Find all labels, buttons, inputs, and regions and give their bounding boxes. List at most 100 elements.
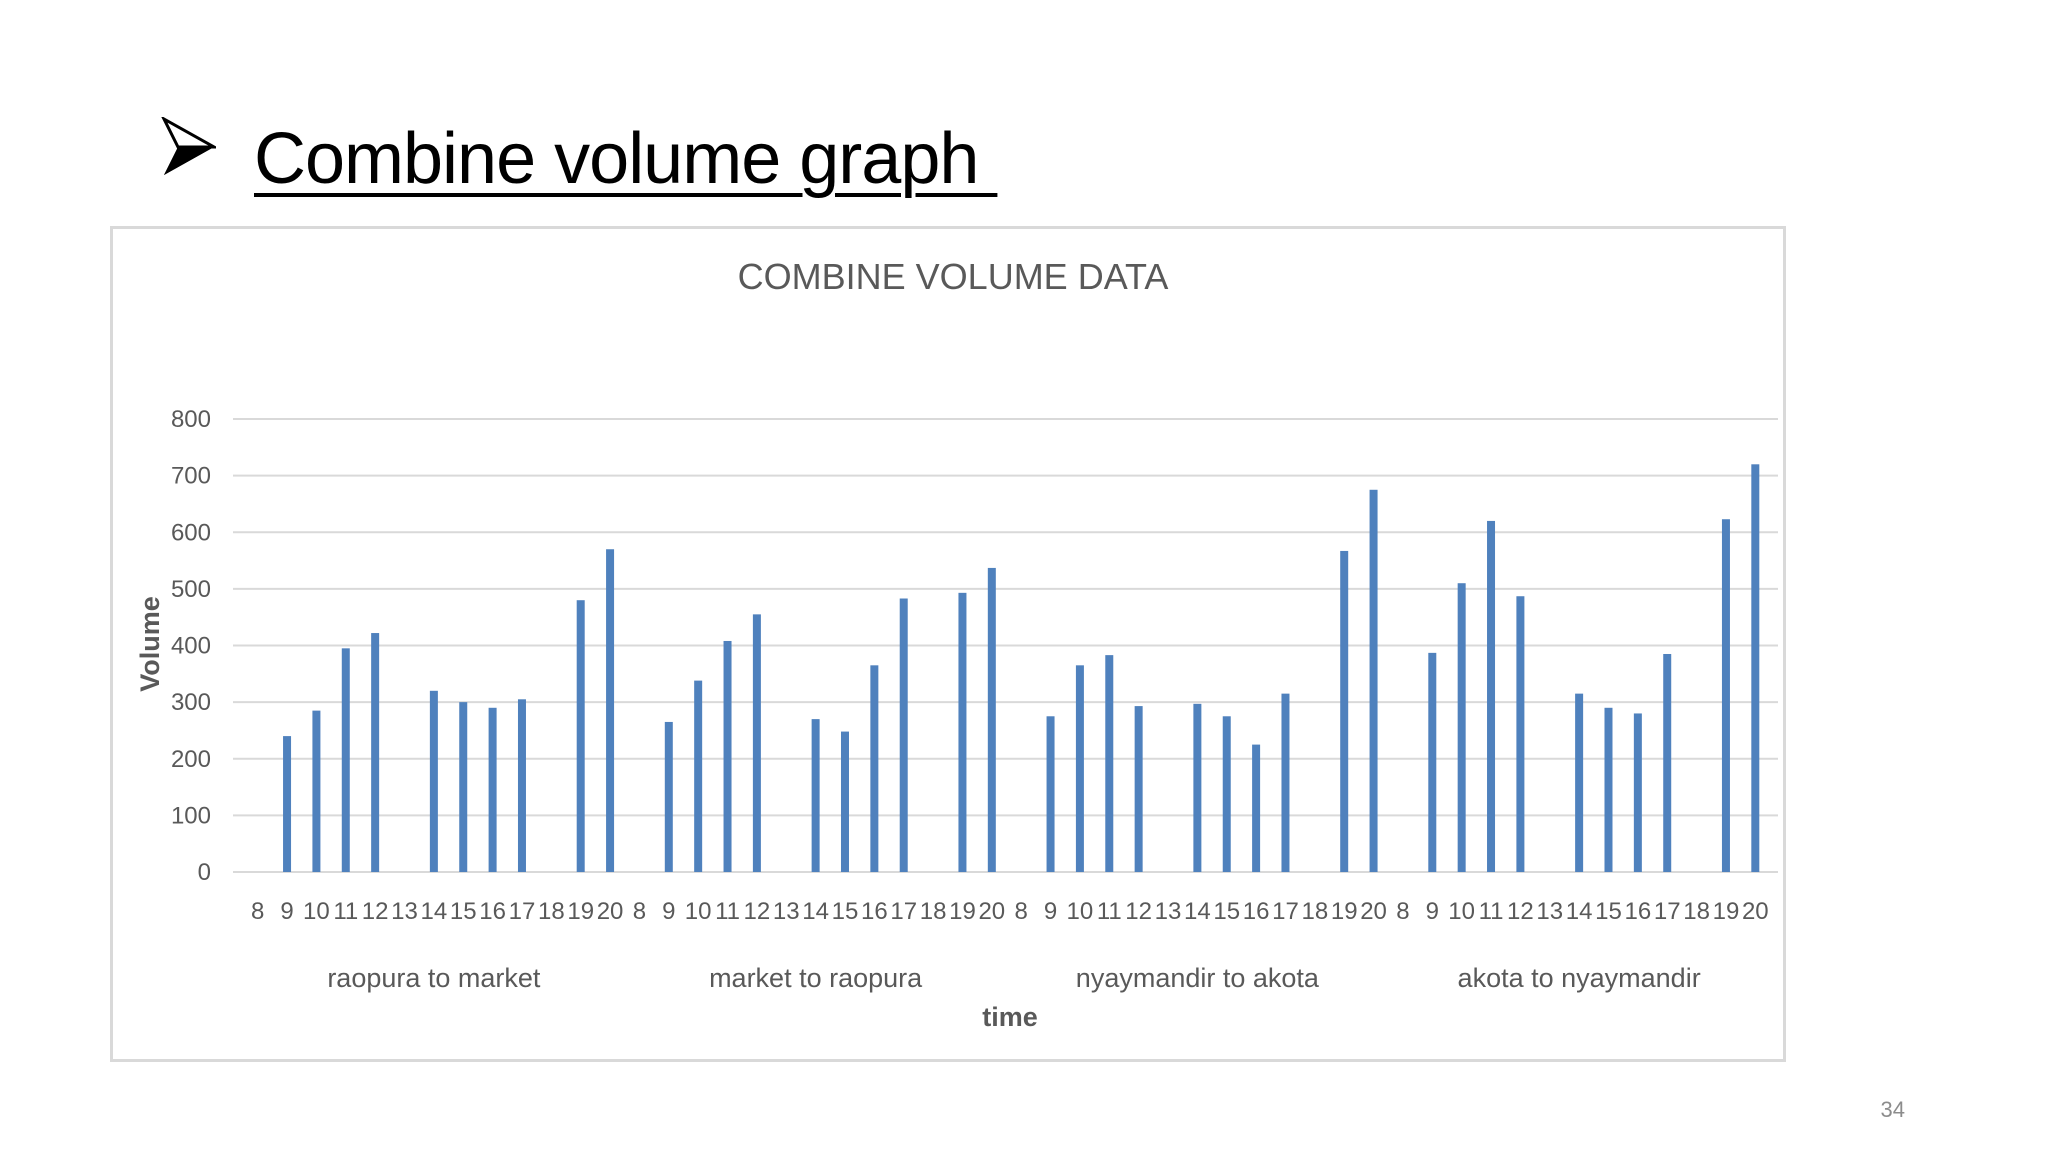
y-tick-label: 700 bbox=[171, 463, 211, 490]
x-tick-label: 11 bbox=[715, 898, 740, 925]
bar bbox=[1487, 520, 1496, 872]
x-tick-label: 16 bbox=[861, 898, 888, 925]
bar bbox=[811, 719, 820, 872]
bar bbox=[1428, 652, 1437, 872]
x-tick-label: 13 bbox=[773, 898, 800, 925]
x-tick-label: 9 bbox=[280, 898, 293, 925]
x-axis-title: time bbox=[982, 1002, 1038, 1032]
bar bbox=[1134, 706, 1143, 872]
bar bbox=[1721, 519, 1730, 872]
x-tick-label: 15 bbox=[832, 898, 859, 925]
bar bbox=[371, 633, 380, 872]
bar bbox=[312, 710, 321, 872]
bar bbox=[1457, 583, 1466, 872]
x-tick-label: 8 bbox=[633, 898, 646, 925]
y-axis-title: Volume bbox=[135, 596, 165, 692]
x-tick-label: 18 bbox=[1301, 898, 1328, 925]
x-tick-label: 20 bbox=[597, 898, 624, 925]
slide-title: Combine volume graph bbox=[254, 119, 998, 199]
bar-chart: COMBINE VOLUME DATA Volume time 0 100 200 3… bbox=[135, 256, 1778, 1032]
bar bbox=[1633, 713, 1642, 872]
y-tick-label: 100 bbox=[171, 802, 211, 829]
bar bbox=[694, 680, 703, 872]
x-tick-label: 10 bbox=[303, 898, 330, 925]
x-tick-label: 17 bbox=[1654, 898, 1681, 925]
bar bbox=[1369, 489, 1378, 872]
x-tick-label: 13 bbox=[391, 898, 418, 925]
bar bbox=[1281, 693, 1290, 872]
bar bbox=[1105, 655, 1114, 872]
bar bbox=[1222, 716, 1231, 872]
y-tick-label: 300 bbox=[171, 689, 211, 716]
bar bbox=[1046, 716, 1055, 872]
x-tick-label: 19 bbox=[1331, 898, 1358, 925]
bar bbox=[1604, 707, 1613, 872]
bar bbox=[1252, 744, 1261, 872]
x-tick-label: 18 bbox=[1683, 898, 1710, 925]
x-tick-label: 18 bbox=[920, 898, 947, 925]
bar bbox=[987, 567, 996, 872]
bar bbox=[606, 549, 615, 872]
x-tick-label: 14 bbox=[421, 898, 448, 925]
x-tick-label: 10 bbox=[1067, 898, 1094, 925]
bar bbox=[1075, 665, 1084, 872]
x-tick-label: 13 bbox=[1155, 898, 1182, 925]
y-tick-label: 500 bbox=[171, 576, 211, 603]
x-tick-label: 10 bbox=[1448, 898, 1475, 925]
bar bbox=[283, 736, 292, 872]
x-tick-label: 12 bbox=[744, 898, 771, 925]
group-label: raopura to market bbox=[327, 963, 541, 993]
x-tick-label: 8 bbox=[251, 898, 264, 925]
x-tick-label: 19 bbox=[1713, 898, 1740, 925]
bar bbox=[576, 600, 585, 872]
arrowhead-bullet-icon bbox=[161, 117, 216, 175]
y-tick-label: 200 bbox=[171, 746, 211, 773]
bar bbox=[429, 690, 438, 872]
bar bbox=[664, 721, 673, 872]
x-tick-label: 14 bbox=[1184, 898, 1211, 925]
bar bbox=[870, 665, 879, 872]
x-tick-label: 13 bbox=[1536, 898, 1563, 925]
x-tick-label: 11 bbox=[333, 898, 358, 925]
x-tick-label: 16 bbox=[479, 898, 506, 925]
x-tick-label: 17 bbox=[890, 898, 917, 925]
bar bbox=[1516, 596, 1525, 872]
bar bbox=[1751, 464, 1760, 872]
x-tick-label: 12 bbox=[362, 898, 389, 925]
bar bbox=[488, 707, 497, 872]
chart-frame: COMBINE VOLUME DATA Volume time 0 100 200 3… bbox=[110, 226, 1786, 1062]
x-tick-label: 20 bbox=[1742, 898, 1769, 925]
x-tick-label: 20 bbox=[1360, 898, 1387, 925]
x-tick-label: 19 bbox=[567, 898, 594, 925]
group-label: nyaymandir to akota bbox=[1076, 963, 1320, 993]
y-tick-label: 400 bbox=[171, 633, 211, 660]
bar bbox=[899, 598, 908, 872]
x-tick-label: 15 bbox=[1595, 898, 1622, 925]
group-labels: raopura to market market to raopura nyayma… bbox=[327, 963, 1700, 993]
x-tick-label: 8 bbox=[1015, 898, 1028, 925]
x-tick-label: 10 bbox=[685, 898, 712, 925]
bar bbox=[517, 699, 526, 872]
bar bbox=[459, 702, 468, 872]
x-tick-labels: 8 9 10 11 12 13 14 15 16 17 18 19 20 8 9 10 11 12 13 14 15 16… bbox=[251, 898, 1769, 925]
x-tick-label: 17 bbox=[509, 898, 536, 925]
group-label: akota to nyaymandir bbox=[1458, 963, 1701, 993]
x-tick-label: 11 bbox=[1097, 898, 1122, 925]
y-tick-labels: 0 100 200 300 400 500 600 700 800 bbox=[171, 406, 211, 886]
x-tick-label: 19 bbox=[949, 898, 976, 925]
x-tick-label: 12 bbox=[1507, 898, 1534, 925]
x-tick-label: 20 bbox=[978, 898, 1005, 925]
bar bbox=[1340, 550, 1349, 872]
y-tick-label: 800 bbox=[171, 406, 211, 433]
bars bbox=[283, 464, 1760, 872]
page-number: 34 bbox=[1880, 1097, 1905, 1122]
bar bbox=[1193, 703, 1202, 872]
x-tick-label: 17 bbox=[1272, 898, 1299, 925]
group-label: market to raopura bbox=[709, 963, 923, 993]
chart-title: COMBINE VOLUME DATA bbox=[738, 256, 1169, 297]
x-tick-label: 16 bbox=[1243, 898, 1270, 925]
bar bbox=[1575, 693, 1584, 872]
bar bbox=[341, 648, 350, 872]
x-tick-label: 15 bbox=[450, 898, 477, 925]
x-tick-label: 14 bbox=[1566, 898, 1593, 925]
